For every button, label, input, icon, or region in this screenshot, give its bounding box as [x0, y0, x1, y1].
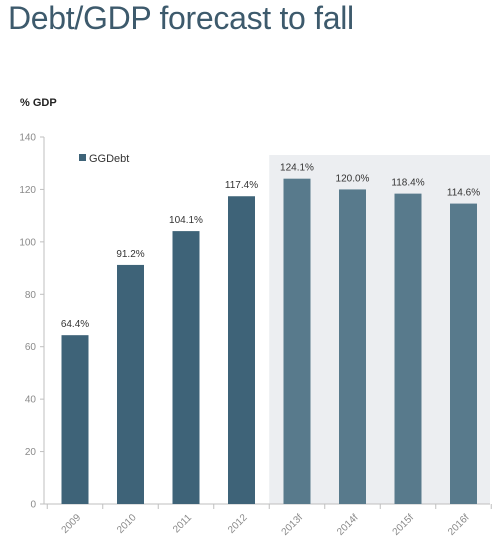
data-label-2016f: 114.6% — [447, 188, 480, 199]
data-label-2009: 64.4% — [61, 319, 89, 330]
data-label-2012: 117.4% — [225, 180, 258, 191]
bar-2009 — [61, 335, 89, 504]
bar-series-ggdebt: 64.4% 91.2% 104.1% 117.4% 124.1% 120.0% 118.4%… — [61, 163, 480, 504]
y-axis-label: % GDP — [20, 97, 57, 109]
x-tick-label: 2011 — [171, 512, 194, 535]
bar-2016f — [450, 203, 477, 504]
x-tick-label: 2013f — [280, 512, 306, 538]
data-label-2014f: 120.0% — [336, 173, 370, 184]
y-tick-label: 100 — [19, 237, 36, 248]
chart-title: Debt/GDP forecast to fall — [8, 0, 354, 36]
x-tick-label: 2015f — [391, 512, 417, 538]
y-tick-label: 20 — [25, 447, 37, 458]
legend-label-ggdebt: GGDebt — [89, 153, 129, 165]
x-tick-label: 2009 — [60, 512, 84, 536]
y-tick-label: 0 — [30, 500, 36, 511]
data-label-2011: 104.1% — [169, 215, 203, 226]
x-tick-label: 2014f — [335, 512, 361, 538]
x-tick-label: 2010 — [115, 512, 139, 536]
y-tick-label: 60 — [25, 342, 37, 353]
x-axis: 2009 2010 2011 2012 2013f 2014f 2015f 2016f — [44, 503, 492, 538]
bar-2011 — [172, 231, 200, 504]
bar-2010 — [117, 264, 144, 504]
y-tick-label: 40 — [25, 395, 37, 406]
data-label-2013f: 124.1% — [280, 163, 314, 174]
legend-swatch-ggdebt — [79, 154, 86, 161]
bar-2015f — [394, 193, 422, 504]
x-tick-label: 2016f — [446, 512, 472, 538]
y-tick-label: 120 — [19, 185, 36, 196]
y-axis: 0 20 40 60 80 100 120 140 — [19, 133, 45, 511]
bar-2012 — [228, 196, 255, 504]
data-label-2015f: 118.4% — [391, 178, 424, 189]
legend: GGDebt — [79, 153, 129, 165]
bar-2013f — [283, 178, 311, 504]
bar-2014f — [339, 189, 366, 504]
x-tick-label: 2012 — [226, 512, 250, 536]
y-tick-label: 140 — [19, 133, 36, 144]
data-label-2010: 91.2% — [116, 249, 144, 260]
y-tick-label: 80 — [25, 290, 37, 301]
